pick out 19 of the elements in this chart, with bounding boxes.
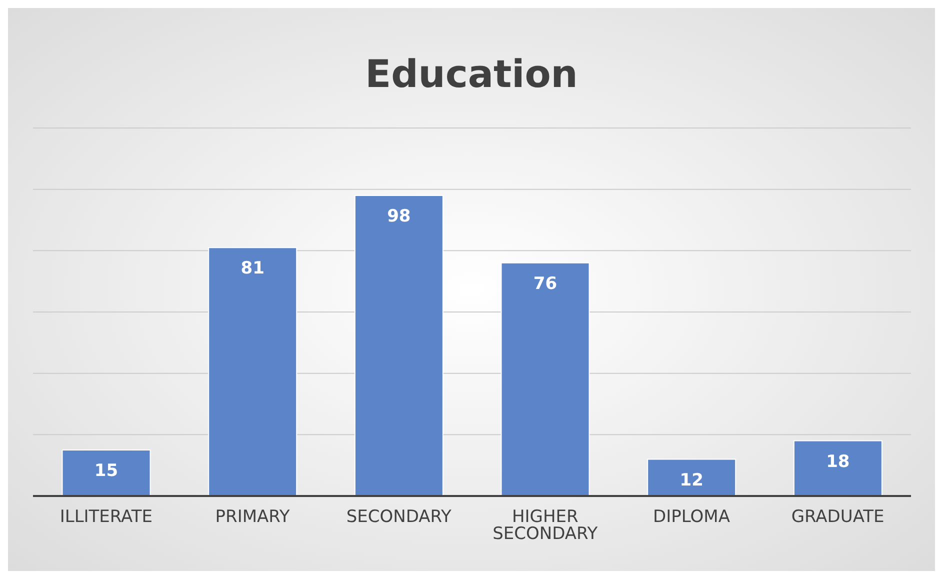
x-tick-label: SECONDARY xyxy=(346,507,452,528)
bar xyxy=(354,194,444,496)
bar xyxy=(208,247,298,496)
x-tick-label: GRADUATE xyxy=(791,507,884,528)
bar xyxy=(62,450,151,496)
x-tick-label: DIPLOMA xyxy=(653,507,730,528)
x-tick-label: PRIMARY xyxy=(215,507,290,528)
bar xyxy=(793,440,882,496)
data-label: 81 xyxy=(240,258,264,279)
data-label: 12 xyxy=(680,470,704,490)
x-tick-label: ILLITERATE xyxy=(60,507,152,528)
chart-title: Education xyxy=(364,52,579,96)
bar xyxy=(647,458,736,496)
data-label: 76 xyxy=(533,274,558,294)
data-label: 18 xyxy=(826,452,850,472)
data-label: 15 xyxy=(94,461,118,482)
data-label: 98 xyxy=(387,206,411,227)
bar xyxy=(500,262,590,496)
x-tick-label: HIGHER SECONDARY xyxy=(492,507,598,544)
